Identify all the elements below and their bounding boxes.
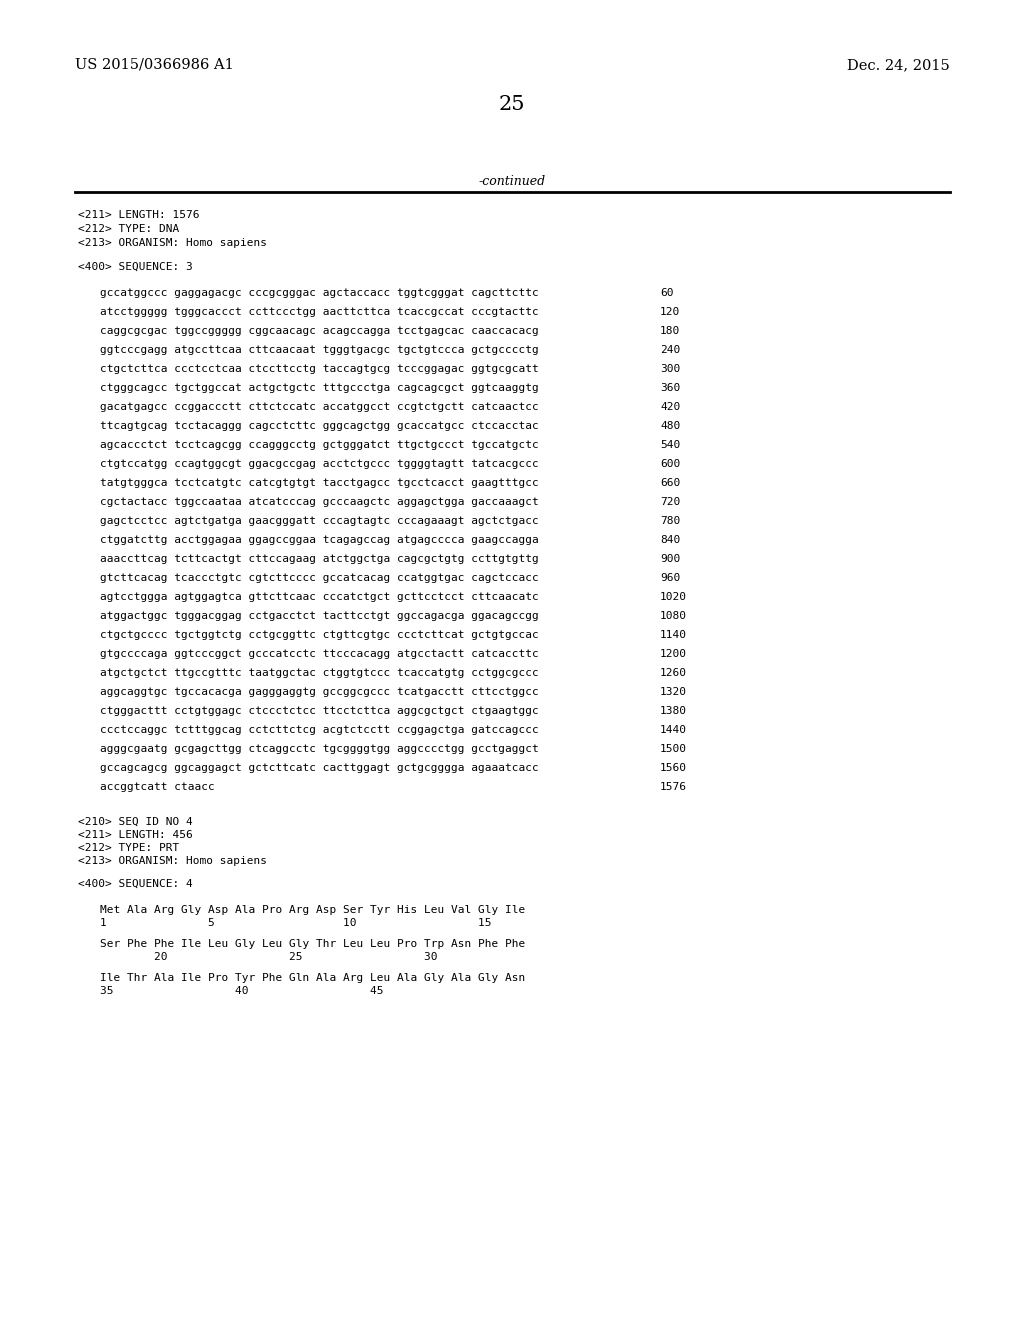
Text: ccctccaggc tctttggcag cctcttctcg acgtctcctt ccggagctga gatccagccc: ccctccaggc tctttggcag cctcttctcg acgtctc… xyxy=(100,725,539,735)
Text: 1140: 1140 xyxy=(660,630,687,640)
Text: 1560: 1560 xyxy=(660,763,687,774)
Text: accggtcatt ctaacc: accggtcatt ctaacc xyxy=(100,781,215,792)
Text: ctgggcagcc tgctggccat actgctgctc tttgccctga cagcagcgct ggtcaaggtg: ctgggcagcc tgctggccat actgctgctc tttgccc… xyxy=(100,383,539,393)
Text: 1440: 1440 xyxy=(660,725,687,735)
Text: 1380: 1380 xyxy=(660,706,687,715)
Text: 780: 780 xyxy=(660,516,680,525)
Text: 900: 900 xyxy=(660,554,680,564)
Text: <211> LENGTH: 1576: <211> LENGTH: 1576 xyxy=(78,210,200,220)
Text: ctgtccatgg ccagtggcgt ggacgccgag acctctgccc tggggtagtt tatcacgccc: ctgtccatgg ccagtggcgt ggacgccgag acctctg… xyxy=(100,459,539,469)
Text: gccatggccc gaggagacgc cccgcgggac agctaccacc tggtcgggat cagcttcttc: gccatggccc gaggagacgc cccgcgggac agctacc… xyxy=(100,288,539,298)
Text: ggtcccgagg atgccttcaa cttcaacaat tgggtgacgc tgctgtccca gctgcccctg: ggtcccgagg atgccttcaa cttcaacaat tgggtga… xyxy=(100,345,539,355)
Text: 240: 240 xyxy=(660,345,680,355)
Text: gtgccccaga ggtcccggct gcccatcctc ttcccacagg atgcctactt catcaccttc: gtgccccaga ggtcccggct gcccatcctc ttcccac… xyxy=(100,649,539,659)
Text: 540: 540 xyxy=(660,440,680,450)
Text: Dec. 24, 2015: Dec. 24, 2015 xyxy=(847,58,950,73)
Text: gacatgagcc ccggaccctt cttctccatc accatggcct ccgtctgctt catcaactcc: gacatgagcc ccggaccctt cttctccatc accatgg… xyxy=(100,403,539,412)
Text: 600: 600 xyxy=(660,459,680,469)
Text: ctggatcttg acctggagaa ggagccggaa tcagagccag atgagcccca gaagccagga: ctggatcttg acctggagaa ggagccggaa tcagagc… xyxy=(100,535,539,545)
Text: Ser Phe Phe Ile Leu Gly Leu Gly Thr Leu Leu Pro Trp Asn Phe Phe: Ser Phe Phe Ile Leu Gly Leu Gly Thr Leu … xyxy=(100,939,525,949)
Text: 300: 300 xyxy=(660,364,680,374)
Text: 840: 840 xyxy=(660,535,680,545)
Text: ctgctcttca ccctcctcaa ctccttcctg taccagtgcg tcccggagac ggtgcgcatt: ctgctcttca ccctcctcaa ctccttcctg taccagt… xyxy=(100,364,539,374)
Text: <212> TYPE: PRT: <212> TYPE: PRT xyxy=(78,843,179,853)
Text: 1               5                   10                  15: 1 5 10 15 xyxy=(100,917,492,928)
Text: <212> TYPE: DNA: <212> TYPE: DNA xyxy=(78,224,179,234)
Text: Met Ala Arg Gly Asp Ala Pro Arg Asp Ser Tyr His Leu Val Gly Ile: Met Ala Arg Gly Asp Ala Pro Arg Asp Ser … xyxy=(100,906,525,915)
Text: Ile Thr Ala Ile Pro Tyr Phe Gln Ala Arg Leu Ala Gly Ala Gly Asn: Ile Thr Ala Ile Pro Tyr Phe Gln Ala Arg … xyxy=(100,973,525,983)
Text: agtcctggga agtggagtca gttcttcaac cccatctgct gcttcctcct cttcaacatc: agtcctggga agtggagtca gttcttcaac cccatct… xyxy=(100,591,539,602)
Text: <210> SEQ ID NO 4: <210> SEQ ID NO 4 xyxy=(78,817,193,828)
Text: 1200: 1200 xyxy=(660,649,687,659)
Text: 360: 360 xyxy=(660,383,680,393)
Text: atggactggc tgggacggag cctgacctct tacttcctgt ggccagacga ggacagccgg: atggactggc tgggacggag cctgacctct tacttcc… xyxy=(100,611,539,620)
Text: 1080: 1080 xyxy=(660,611,687,620)
Text: 180: 180 xyxy=(660,326,680,337)
Text: atcctggggg tgggcaccct ccttccctgg aacttcttca tcaccgccat cccgtacttc: atcctggggg tgggcaccct ccttccctgg aacttct… xyxy=(100,308,539,317)
Text: 480: 480 xyxy=(660,421,680,432)
Text: 720: 720 xyxy=(660,498,680,507)
Text: atgctgctct ttgccgtttc taatggctac ctggtgtccc tcaccatgtg cctggcgccc: atgctgctct ttgccgtttc taatggctac ctggtgt… xyxy=(100,668,539,678)
Text: <213> ORGANISM: Homo sapiens: <213> ORGANISM: Homo sapiens xyxy=(78,855,267,866)
Text: ttcagtgcag tcctacaggg cagcctcttc gggcagctgg gcaccatgcc ctccacctac: ttcagtgcag tcctacaggg cagcctcttc gggcagc… xyxy=(100,421,539,432)
Text: 1260: 1260 xyxy=(660,668,687,678)
Text: -continued: -continued xyxy=(478,176,546,187)
Text: 420: 420 xyxy=(660,403,680,412)
Text: ctgctgcccc tgctggtctg cctgcggttc ctgttcgtgc ccctcttcat gctgtgccac: ctgctgcccc tgctggtctg cctgcggttc ctgttcg… xyxy=(100,630,539,640)
Text: cgctactacc tggccaataa atcatcccag gcccaagctc aggagctgga gaccaaagct: cgctactacc tggccaataa atcatcccag gcccaag… xyxy=(100,498,539,507)
Text: <400> SEQUENCE: 4: <400> SEQUENCE: 4 xyxy=(78,879,193,888)
Text: agggcgaatg gcgagcttgg ctcaggcctc tgcggggtgg aggcccctgg gcctgaggct: agggcgaatg gcgagcttgg ctcaggcctc tgcgggg… xyxy=(100,744,539,754)
Text: 1320: 1320 xyxy=(660,686,687,697)
Text: <400> SEQUENCE: 3: <400> SEQUENCE: 3 xyxy=(78,261,193,272)
Text: 1020: 1020 xyxy=(660,591,687,602)
Text: 960: 960 xyxy=(660,573,680,583)
Text: US 2015/0366986 A1: US 2015/0366986 A1 xyxy=(75,58,233,73)
Text: 660: 660 xyxy=(660,478,680,488)
Text: gtcttcacag tcaccctgtc cgtcttcccc gccatcacag ccatggtgac cagctccacc: gtcttcacag tcaccctgtc cgtcttcccc gccatca… xyxy=(100,573,539,583)
Text: 25: 25 xyxy=(499,95,525,114)
Text: gagctcctcc agtctgatga gaacgggatt cccagtagtc cccagaaagt agctctgacc: gagctcctcc agtctgatga gaacgggatt cccagta… xyxy=(100,516,539,525)
Text: 120: 120 xyxy=(660,308,680,317)
Text: 1576: 1576 xyxy=(660,781,687,792)
Text: 1500: 1500 xyxy=(660,744,687,754)
Text: <211> LENGTH: 456: <211> LENGTH: 456 xyxy=(78,830,193,840)
Text: aaaccttcag tcttcactgt cttccagaag atctggctga cagcgctgtg ccttgtgttg: aaaccttcag tcttcactgt cttccagaag atctggc… xyxy=(100,554,539,564)
Text: tatgtgggca tcctcatgtc catcgtgtgt tacctgagcc tgcctcacct gaagtttgcc: tatgtgggca tcctcatgtc catcgtgtgt tacctga… xyxy=(100,478,539,488)
Text: <213> ORGANISM: Homo sapiens: <213> ORGANISM: Homo sapiens xyxy=(78,238,267,248)
Text: gccagcagcg ggcaggagct gctcttcatc cacttggagt gctgcgggga agaaatcacc: gccagcagcg ggcaggagct gctcttcatc cacttgg… xyxy=(100,763,539,774)
Text: ctgggacttt cctgtggagc ctccctctcc ttcctcttca aggcgctgct ctgaagtggc: ctgggacttt cctgtggagc ctccctctcc ttcctct… xyxy=(100,706,539,715)
Text: agcaccctct tcctcagcgg ccagggcctg gctgggatct ttgctgccct tgccatgctc: agcaccctct tcctcagcgg ccagggcctg gctggga… xyxy=(100,440,539,450)
Text: 60: 60 xyxy=(660,288,674,298)
Text: 35                  40                  45: 35 40 45 xyxy=(100,986,384,997)
Text: 20                  25                  30: 20 25 30 xyxy=(100,952,437,962)
Text: aggcaggtgc tgccacacga gagggaggtg gccggcgccc tcatgacctt cttcctggcc: aggcaggtgc tgccacacga gagggaggtg gccggcg… xyxy=(100,686,539,697)
Text: caggcgcgac tggccggggg cggcaacagc acagccagga tcctgagcac caaccacacg: caggcgcgac tggccggggg cggcaacagc acagcca… xyxy=(100,326,539,337)
